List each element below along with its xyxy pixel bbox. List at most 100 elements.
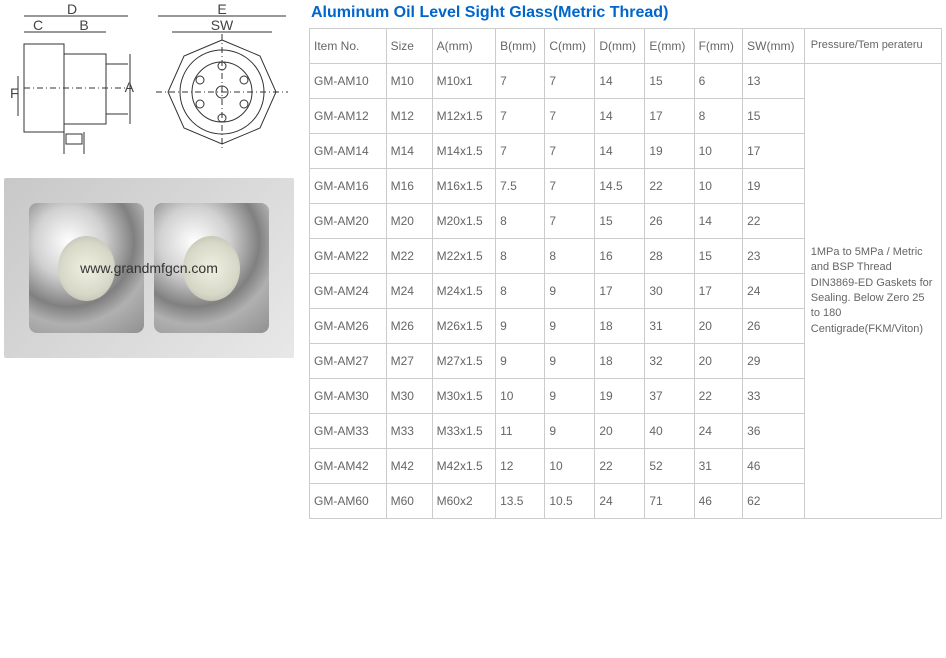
col-header: B(mm) [496, 29, 545, 64]
table-cell: 22 [595, 449, 645, 484]
table-cell: 15 [645, 64, 694, 99]
table-cell: 9 [545, 309, 595, 344]
table-cell: 46 [694, 484, 743, 519]
table-cell: 19 [645, 134, 694, 169]
table-cell: 9 [496, 344, 545, 379]
table-cell: GM-AM22 [310, 239, 387, 274]
table-cell: 7 [496, 134, 545, 169]
table-cell: M24x1.5 [432, 274, 496, 309]
table-cell: M12 [386, 99, 432, 134]
table-cell: GM-AM16 [310, 169, 387, 204]
technical-drawing-front: E SW [146, 4, 296, 160]
col-header: E(mm) [645, 29, 694, 64]
table-cell: 11 [496, 414, 545, 449]
table-cell: 15 [743, 99, 805, 134]
table-cell: M22 [386, 239, 432, 274]
table-cell: 7 [545, 169, 595, 204]
dim-label-c: C [33, 17, 43, 33]
table-cell: M33x1.5 [432, 414, 496, 449]
pressure-note-cell: 1MPa to 5MPa / Metric and BSP Thread DIN… [804, 64, 941, 519]
table-cell: 12 [496, 449, 545, 484]
left-column: D C B F A E SW [0, 0, 305, 658]
table-cell: 17 [743, 134, 805, 169]
table-cell: GM-AM20 [310, 204, 387, 239]
table-cell: 14.5 [595, 169, 645, 204]
col-header: F(mm) [694, 29, 743, 64]
table-cell: 32 [645, 344, 694, 379]
table-cell: M14 [386, 134, 432, 169]
table-cell: 24 [743, 274, 805, 309]
table-cell: 7 [496, 64, 545, 99]
table-cell: 40 [645, 414, 694, 449]
table-cell: 19 [595, 379, 645, 414]
table-cell: 19 [743, 169, 805, 204]
table-cell: 52 [645, 449, 694, 484]
table-cell: M26 [386, 309, 432, 344]
table-cell: GM-AM10 [310, 64, 387, 99]
table-cell: 8 [496, 239, 545, 274]
table-cell: GM-AM24 [310, 274, 387, 309]
table-cell: 7.5 [496, 169, 545, 204]
dim-label-e: E [217, 4, 226, 17]
table-cell: GM-AM26 [310, 309, 387, 344]
table-cell: 14 [694, 204, 743, 239]
table-cell: M27 [386, 344, 432, 379]
table-cell: 10.5 [545, 484, 595, 519]
product-photo: www.grandmfgcn.com [4, 178, 294, 358]
table-cell: 31 [645, 309, 694, 344]
table-cell: 7 [545, 99, 595, 134]
table-cell: 17 [694, 274, 743, 309]
table-title: Aluminum Oil Level Sight Glass(Metric Th… [309, 4, 942, 22]
table-cell: 17 [595, 274, 645, 309]
table-cell: 28 [645, 239, 694, 274]
table-cell: M42 [386, 449, 432, 484]
table-cell: 37 [645, 379, 694, 414]
table-cell: M14x1.5 [432, 134, 496, 169]
table-cell: M33 [386, 414, 432, 449]
table-cell: 10 [496, 379, 545, 414]
table-cell: M20x1.5 [432, 204, 496, 239]
table-cell: 24 [595, 484, 645, 519]
table-cell: 10 [545, 449, 595, 484]
table-cell: 14 [595, 134, 645, 169]
col-header: A(mm) [432, 29, 496, 64]
table-cell: 7 [496, 99, 545, 134]
table-cell: 23 [743, 239, 805, 274]
table-cell: 29 [743, 344, 805, 379]
table-cell: 31 [694, 449, 743, 484]
table-cell: 8 [694, 99, 743, 134]
table-cell: M16x1.5 [432, 169, 496, 204]
table-cell: GM-AM30 [310, 379, 387, 414]
table-cell: 36 [743, 414, 805, 449]
col-header: Pressure/Tem perateru [804, 29, 941, 64]
right-column: Aluminum Oil Level Sight Glass(Metric Th… [305, 0, 946, 658]
table-cell: 14 [595, 99, 645, 134]
table-cell: 20 [595, 414, 645, 449]
table-row: GM-AM10M10M10x17714156131MPa to 5MPa / M… [310, 64, 942, 99]
table-cell: 13 [743, 64, 805, 99]
table-cell: 15 [595, 204, 645, 239]
table-cell: GM-AM27 [310, 344, 387, 379]
table-cell: 9 [545, 414, 595, 449]
dim-label-d: D [67, 4, 77, 17]
table-cell: 8 [496, 204, 545, 239]
table-cell: 22 [694, 379, 743, 414]
col-header: C(mm) [545, 29, 595, 64]
table-cell: 22 [645, 169, 694, 204]
table-cell: 7 [545, 134, 595, 169]
col-header: D(mm) [595, 29, 645, 64]
table-cell: 22 [743, 204, 805, 239]
table-cell: 26 [743, 309, 805, 344]
table-cell: M30x1.5 [432, 379, 496, 414]
table-cell: M60 [386, 484, 432, 519]
table-cell: 13.5 [496, 484, 545, 519]
table-cell: 62 [743, 484, 805, 519]
photo-watermark: www.grandmfgcn.com [80, 260, 218, 276]
dim-label-b: B [79, 17, 88, 33]
table-cell: 18 [595, 309, 645, 344]
table-cell: 30 [645, 274, 694, 309]
table-cell: GM-AM33 [310, 414, 387, 449]
table-cell: 24 [694, 414, 743, 449]
table-cell: M30 [386, 379, 432, 414]
table-cell: 71 [645, 484, 694, 519]
